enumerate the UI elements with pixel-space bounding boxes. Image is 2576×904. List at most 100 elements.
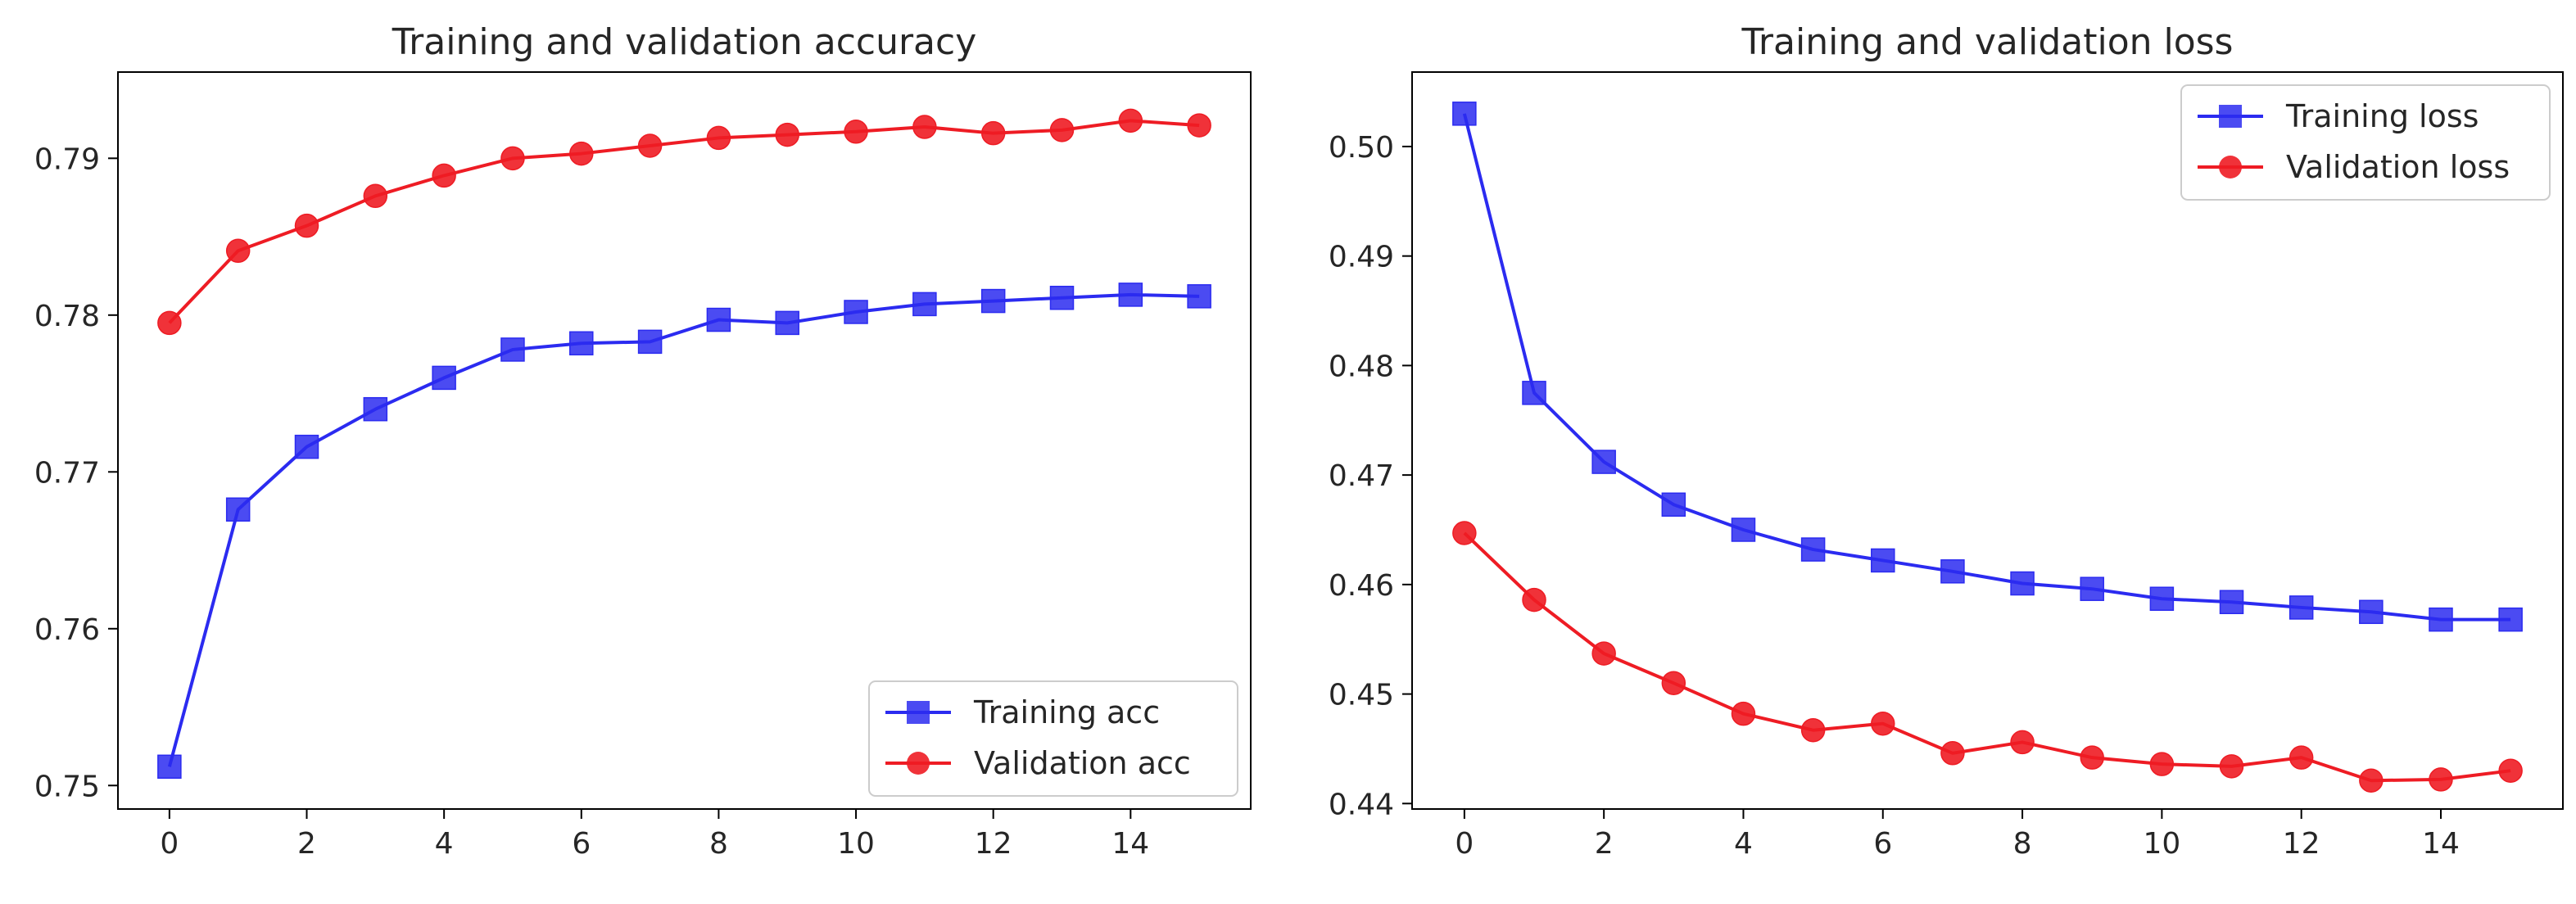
validation-loss-point	[2010, 730, 2035, 755]
validation-acc-point	[775, 122, 799, 147]
accuracy-plot-frame	[117, 71, 1252, 810]
validation-loss-point	[2289, 745, 2314, 770]
accuracy-y-tick-label: 0.79	[34, 142, 100, 176]
loss-y-tick-label: 0.49	[1329, 241, 1394, 274]
loss-y-tick-label: 0.48	[1329, 350, 1394, 383]
training-acc-point	[1049, 285, 1075, 310]
training-loss-point	[2429, 607, 2453, 632]
validation-acc-point	[912, 115, 937, 139]
training-acc-legend-label: Training acc	[973, 694, 1160, 730]
accuracy-x-tick-label: 8	[709, 827, 728, 861]
training-loss-point	[2289, 595, 2314, 620]
loss-chart: Training and validation loss 0 2 4 6 8 10 12 14 0…	[1329, 21, 2564, 861]
training-acc-point	[637, 329, 663, 355]
validation-loss-point	[1661, 671, 1686, 695]
training-loss-point	[2010, 571, 2035, 596]
training-loss-point	[1800, 537, 1826, 562]
loss-y-tick-label: 0.45	[1329, 679, 1394, 712]
validation-loss-point	[2219, 754, 2244, 779]
validation-acc-point	[980, 120, 1006, 146]
loss-x-tick-label: 0	[1455, 827, 1474, 861]
loss-x-tick-label: 12	[2283, 827, 2320, 861]
validation-acc-point	[1187, 113, 1211, 138]
validation-loss-point	[1731, 701, 1756, 726]
validation-acc-point	[637, 133, 663, 158]
validation-acc-point	[1118, 108, 1143, 133]
accuracy-x-tick-label: 4	[435, 827, 454, 861]
training-acc-line	[167, 292, 1200, 767]
validation-loss-legend-marker	[2219, 156, 2242, 179]
training-loss-point	[1591, 450, 1616, 474]
training-loss-point	[1452, 102, 1477, 126]
accuracy-y-tick-label: 0.78	[34, 300, 100, 333]
training-loss-point	[2149, 586, 2175, 611]
validation-acc-point	[844, 120, 868, 144]
validation-acc-point	[157, 310, 182, 336]
accuracy-legend	[868, 680, 1238, 797]
training-acc-point	[225, 497, 251, 522]
accuracy-x-tick-label: 12	[975, 827, 1012, 861]
training-loss-legend-label: Training loss	[2285, 98, 2479, 134]
loss-x-tick-label: 4	[1734, 827, 1753, 861]
training-loss-point	[1661, 492, 1686, 517]
validation-acc-point	[500, 146, 525, 171]
accuracy-x-tick-label: 2	[297, 827, 316, 861]
validation-loss-point	[1800, 717, 1826, 743]
training-acc-legend-marker	[907, 701, 930, 724]
training-acc-point	[1187, 284, 1211, 309]
training-loss-point	[1871, 548, 1895, 573]
accuracy-x-tick-label: 0	[160, 827, 179, 861]
training-acc-point	[363, 396, 388, 422]
training-acc-point	[1118, 282, 1143, 307]
accuracy-y-tick-label: 0.75	[34, 770, 100, 803]
accuracy-chart-title: Training and validation accuracy	[392, 21, 977, 63]
validation-loss-point	[1522, 587, 1546, 612]
loss-y-tick-label: 0.46	[1329, 569, 1394, 603]
loss-x-tick-label: 8	[2013, 827, 2032, 861]
loss-y-tick-label: 0.50	[1329, 131, 1394, 165]
training-acc-point	[706, 307, 731, 332]
validation-acc-point	[363, 183, 388, 209]
accuracy-x-tick-label: 6	[572, 827, 591, 861]
validation-acc-point	[294, 213, 319, 238]
training-loss-line	[1462, 113, 2511, 622]
validation-acc-legend-label: Validation acc	[974, 745, 1191, 781]
loss-y-tick-label: 0.44	[1329, 788, 1394, 821]
training-loss-point	[1522, 381, 1546, 405]
training-loss-legend-marker	[2219, 105, 2242, 128]
training-acc-point	[294, 434, 319, 459]
training-acc-point	[980, 288, 1006, 314]
validation-loss-point	[2359, 768, 2384, 793]
training-acc-point	[569, 331, 594, 356]
validation-acc-legend-marker	[907, 752, 930, 775]
training-loss-point	[2359, 599, 2384, 625]
training-loss-point	[2219, 590, 2244, 615]
training-loss-point	[1731, 518, 1756, 542]
accuracy-y-tick-label: 0.77	[34, 456, 100, 490]
validation-loss-line	[1463, 531, 2511, 783]
validation-loss-legend-label: Validation loss	[2286, 149, 2510, 185]
validation-acc-point	[569, 141, 594, 166]
validation-loss-point	[1591, 641, 1616, 666]
validation-loss-point	[1452, 521, 1477, 545]
training-acc-point	[500, 337, 525, 362]
validation-loss-point	[2149, 752, 2175, 776]
loss-x-tick-label: 10	[2143, 827, 2180, 861]
validation-loss-point	[2080, 745, 2104, 770]
validation-acc-point	[1049, 118, 1075, 142]
loss-y-tick-label: 0.47	[1329, 459, 1394, 493]
validation-acc-point	[225, 238, 251, 264]
training-acc-point	[844, 300, 868, 324]
validation-loss-point	[1940, 741, 1965, 766]
loss-plot-frame	[1411, 71, 2564, 810]
loss-x-tick-label: 2	[1595, 827, 1614, 861]
loss-x-tick-label: 6	[1873, 827, 1892, 861]
training-loss-point	[2080, 576, 2104, 601]
accuracy-x-tick-label: 14	[1111, 827, 1149, 861]
validation-loss-point	[2429, 767, 2453, 792]
loss-chart-title: Training and validation loss	[1741, 21, 2234, 63]
training-loss-point	[1940, 559, 1965, 584]
loss-legend	[2180, 84, 2551, 201]
